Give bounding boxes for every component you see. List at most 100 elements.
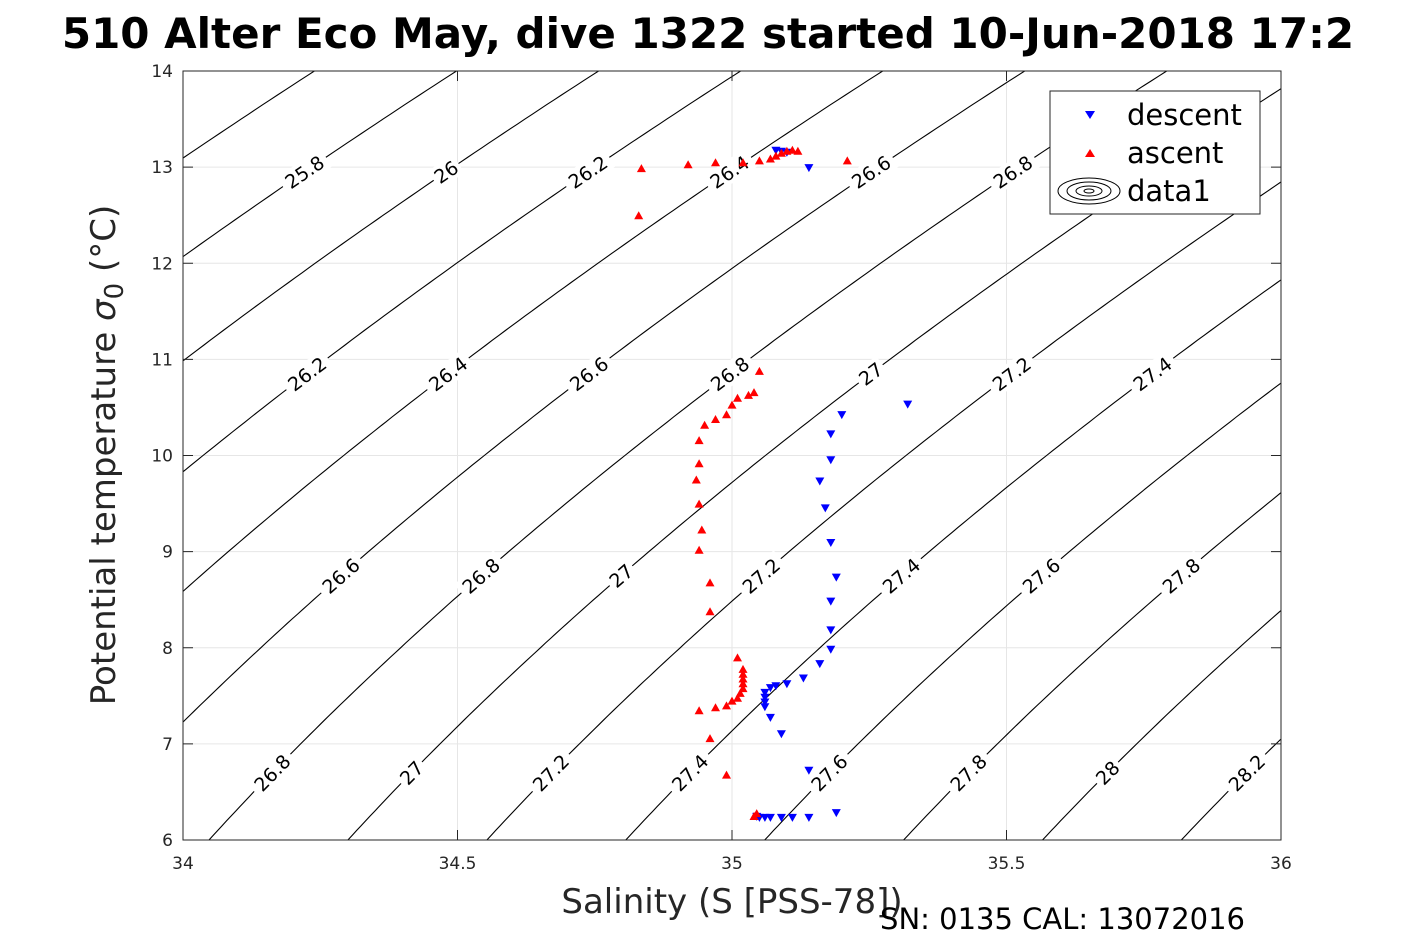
contour-label: 27.4 — [1125, 349, 1180, 399]
descent-point — [826, 539, 836, 547]
contour-label: 25.8 — [276, 148, 333, 196]
ascent-point — [694, 545, 704, 554]
legend-contour-icon — [1057, 177, 1121, 205]
descent-point — [831, 809, 841, 818]
descent-point — [760, 693, 770, 702]
ascent-point — [842, 156, 852, 165]
descent-point — [765, 713, 775, 722]
contour-label: 26.8 — [702, 349, 758, 399]
ascent-point — [754, 366, 764, 375]
ascent-point — [711, 158, 720, 167]
descent-point — [831, 573, 841, 582]
descent-point — [826, 645, 836, 654]
ascent-point — [694, 499, 704, 508]
contour-label: 26.2 — [279, 349, 335, 399]
descent-point — [760, 688, 770, 697]
ascent-point — [722, 410, 731, 419]
contour-label: 26.6 — [313, 550, 368, 602]
ascent-point — [722, 770, 731, 779]
legend-descent-marker — [1085, 111, 1095, 119]
ascent-point — [733, 653, 742, 662]
descent-point — [826, 456, 836, 465]
ascent-point — [694, 459, 704, 468]
ascent-point — [787, 145, 797, 154]
ascent-point — [738, 669, 748, 678]
y-tick-label: 8 — [162, 639, 173, 659]
ascent-point — [733, 393, 742, 402]
contour-label: 26.8 — [985, 148, 1041, 196]
descent-point — [760, 703, 770, 712]
density-contour-line — [486, 181, 1281, 840]
ascent-point — [705, 734, 715, 743]
density-contour-line — [1180, 738, 1281, 840]
descent-point — [804, 164, 814, 173]
y-tick-label: 9 — [162, 543, 173, 563]
descent-point — [815, 477, 825, 486]
svg-text:28: 28 — [1092, 757, 1125, 790]
legend-descent-label: descent — [1127, 98, 1242, 132]
legend[interactable]: descent ascent data1 — [1049, 90, 1261, 215]
x-tick-label: 34 — [172, 854, 194, 874]
density-contour-line — [1276, 28, 1417, 888]
descent-point — [798, 674, 808, 683]
contour-label: 26.4 — [701, 148, 758, 196]
legend-data1-label: data1 — [1127, 174, 1211, 208]
ascent-point — [738, 674, 748, 683]
ascent-point — [744, 390, 753, 399]
contour-label: 26.6 — [561, 349, 617, 399]
descent-point — [804, 766, 814, 775]
ascent-point — [722, 701, 731, 710]
ascent-point — [738, 684, 748, 693]
legend-ascent-label: ascent — [1127, 136, 1223, 170]
contour-label: 26.4 — [420, 349, 476, 399]
svg-text:27: 27 — [396, 757, 429, 790]
density-contour-line — [183, 71, 884, 593]
ascent-point — [711, 703, 720, 712]
ascent-point — [705, 578, 715, 587]
density-contour-line — [902, 491, 1281, 840]
ascent-point — [738, 158, 748, 167]
y-axis-label: Potential temperature σ0 (°C) — [84, 205, 130, 705]
ascent-point — [754, 156, 764, 165]
ascent-point — [691, 475, 701, 484]
ascent-point — [634, 211, 644, 220]
chart-title: 510 Alter Eco May, dive 1322 started 10-… — [62, 9, 1354, 58]
density-contour-line — [763, 382, 1281, 840]
contour-label: 27.4 — [874, 550, 929, 601]
contour-label: 27 — [852, 355, 890, 392]
y-tick-label: 13 — [151, 158, 173, 178]
contour-label: 27.8 — [1154, 550, 1209, 601]
ascent-point — [683, 160, 693, 169]
descent-point — [837, 411, 847, 420]
contour-label: 26.6 — [843, 148, 899, 196]
density-contour-line — [625, 279, 1281, 840]
ascent-point — [765, 154, 775, 163]
x-axis-label: Salinity (S [PSS-78]) — [561, 882, 902, 922]
descent-point — [771, 146, 781, 155]
y-tick-label: 6 — [162, 831, 173, 851]
y-tick-label: 14 — [151, 62, 173, 82]
ascent-point — [697, 525, 707, 534]
ascent-point — [711, 415, 720, 423]
contour-label: 27.2 — [734, 550, 788, 602]
ascent-point — [738, 679, 748, 688]
descent-point — [826, 626, 836, 635]
contour-label: 26.2 — [560, 148, 616, 196]
descent-point — [826, 597, 836, 606]
ascent-point — [752, 809, 762, 818]
contour-label: 27.6 — [1014, 550, 1069, 601]
descent-point — [804, 813, 814, 822]
descent-point — [776, 813, 786, 822]
legend-box — [1049, 90, 1261, 215]
density-contour-line — [1041, 609, 1281, 840]
ascent-point — [735, 688, 745, 697]
y-tick-label: 11 — [151, 350, 173, 370]
y-tick-label: 12 — [151, 254, 173, 274]
axis-ticks: 34 34.5 35 35.5 36 6 7 8 9 10 11 12 13 14 — [151, 62, 1291, 874]
ascent-point — [694, 436, 704, 445]
contour-label: 26 — [427, 154, 465, 190]
descent-point — [820, 504, 830, 513]
descent-point — [765, 684, 775, 693]
ascent-point — [749, 388, 759, 397]
